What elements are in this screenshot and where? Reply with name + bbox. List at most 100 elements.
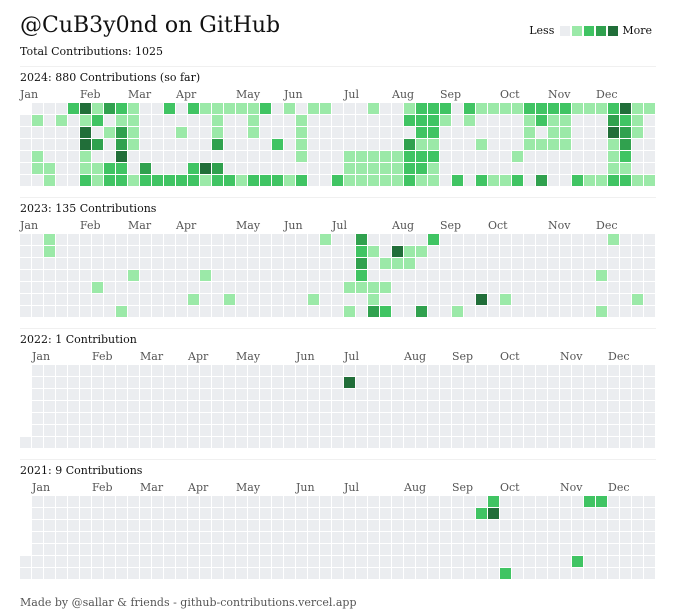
day-cell[interactable] <box>404 437 415 448</box>
day-cell[interactable] <box>620 508 631 519</box>
day-cell[interactable] <box>80 127 91 138</box>
day-cell[interactable] <box>92 163 103 174</box>
day-cell[interactable] <box>584 294 595 305</box>
day-cell[interactable] <box>644 425 655 436</box>
day-cell[interactable] <box>164 115 175 126</box>
day-cell[interactable] <box>584 544 595 555</box>
day-cell[interactable] <box>632 389 643 400</box>
day-cell[interactable] <box>524 175 535 186</box>
day-cell[interactable] <box>92 532 103 543</box>
day-cell[interactable] <box>416 294 427 305</box>
day-cell[interactable] <box>356 103 367 114</box>
day-cell[interactable] <box>476 544 487 555</box>
day-cell[interactable] <box>500 103 511 114</box>
day-cell[interactable] <box>320 103 331 114</box>
day-cell[interactable] <box>608 282 619 293</box>
day-cell[interactable] <box>464 115 475 126</box>
day-cell[interactable] <box>464 151 475 162</box>
day-cell[interactable] <box>188 282 199 293</box>
day-cell[interactable] <box>536 282 547 293</box>
day-cell[interactable] <box>416 496 427 507</box>
day-cell[interactable] <box>272 103 283 114</box>
day-cell[interactable] <box>416 532 427 543</box>
day-cell[interactable] <box>560 520 571 531</box>
day-cell[interactable] <box>572 127 583 138</box>
day-cell[interactable] <box>320 139 331 150</box>
day-cell[interactable] <box>488 258 499 269</box>
day-cell[interactable] <box>56 115 67 126</box>
day-cell[interactable] <box>116 234 127 245</box>
day-cell[interactable] <box>140 544 151 555</box>
day-cell[interactable] <box>44 532 55 543</box>
day-cell[interactable] <box>44 246 55 257</box>
day-cell[interactable] <box>80 294 91 305</box>
day-cell[interactable] <box>104 151 115 162</box>
day-cell[interactable] <box>500 389 511 400</box>
day-cell[interactable] <box>248 234 259 245</box>
day-cell[interactable] <box>596 151 607 162</box>
day-cell[interactable] <box>488 401 499 412</box>
day-cell[interactable] <box>200 103 211 114</box>
day-cell[interactable] <box>20 556 31 567</box>
day-cell[interactable] <box>272 496 283 507</box>
day-cell[interactable] <box>584 425 595 436</box>
day-cell[interactable] <box>140 401 151 412</box>
day-cell[interactable] <box>104 163 115 174</box>
day-cell[interactable] <box>572 270 583 281</box>
day-cell[interactable] <box>68 175 79 186</box>
day-cell[interactable] <box>548 139 559 150</box>
day-cell[interactable] <box>404 377 415 388</box>
day-cell[interactable] <box>536 377 547 388</box>
day-cell[interactable] <box>476 568 487 579</box>
day-cell[interactable] <box>644 103 655 114</box>
day-cell[interactable] <box>596 139 607 150</box>
day-cell[interactable] <box>548 115 559 126</box>
day-cell[interactable] <box>440 139 451 150</box>
day-cell[interactable] <box>152 437 163 448</box>
day-cell[interactable] <box>68 127 79 138</box>
day-cell[interactable] <box>644 389 655 400</box>
day-cell[interactable] <box>188 389 199 400</box>
day-cell[interactable] <box>224 246 235 257</box>
day-cell[interactable] <box>188 413 199 424</box>
day-cell[interactable] <box>356 496 367 507</box>
day-cell[interactable] <box>128 270 139 281</box>
day-cell[interactable] <box>152 520 163 531</box>
day-cell[interactable] <box>488 556 499 567</box>
day-cell[interactable] <box>524 413 535 424</box>
day-cell[interactable] <box>512 365 523 376</box>
day-cell[interactable] <box>248 258 259 269</box>
day-cell[interactable] <box>20 270 31 281</box>
day-cell[interactable] <box>248 568 259 579</box>
day-cell[interactable] <box>644 282 655 293</box>
day-cell[interactable] <box>368 139 379 150</box>
day-cell[interactable] <box>476 270 487 281</box>
day-cell[interactable] <box>404 139 415 150</box>
day-cell[interactable] <box>320 270 331 281</box>
day-cell[interactable] <box>632 175 643 186</box>
day-cell[interactable] <box>344 115 355 126</box>
day-cell[interactable] <box>500 234 511 245</box>
day-cell[interactable] <box>92 103 103 114</box>
day-cell[interactable] <box>20 163 31 174</box>
day-cell[interactable] <box>428 175 439 186</box>
day-cell[interactable] <box>464 163 475 174</box>
day-cell[interactable] <box>296 568 307 579</box>
day-cell[interactable] <box>596 544 607 555</box>
day-cell[interactable] <box>56 294 67 305</box>
day-cell[interactable] <box>128 234 139 245</box>
day-cell[interactable] <box>620 568 631 579</box>
day-cell[interactable] <box>308 425 319 436</box>
day-cell[interactable] <box>368 163 379 174</box>
day-cell[interactable] <box>272 151 283 162</box>
day-cell[interactable] <box>104 282 115 293</box>
day-cell[interactable] <box>116 151 127 162</box>
day-cell[interactable] <box>524 425 535 436</box>
day-cell[interactable] <box>500 365 511 376</box>
day-cell[interactable] <box>140 115 151 126</box>
day-cell[interactable] <box>596 115 607 126</box>
day-cell[interactable] <box>536 115 547 126</box>
day-cell[interactable] <box>524 389 535 400</box>
day-cell[interactable] <box>572 282 583 293</box>
day-cell[interactable] <box>608 246 619 257</box>
